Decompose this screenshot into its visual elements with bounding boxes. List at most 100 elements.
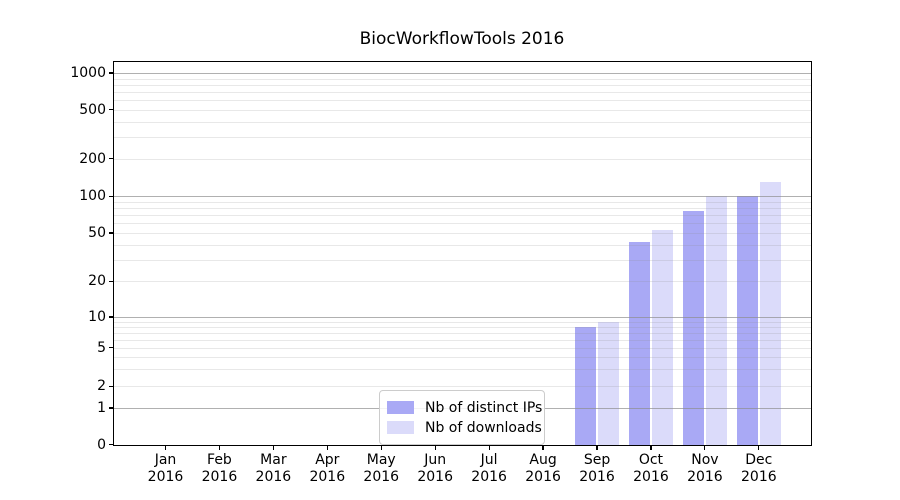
bar-downloads-dec (759, 182, 781, 445)
gridline-minor (113, 232, 811, 234)
y-tick-label: 20 (88, 273, 106, 290)
gridline-minor (113, 259, 811, 261)
y-tick-label: 200 (79, 150, 106, 167)
y-tick-mark (109, 347, 113, 349)
y-tick-label: 5 (97, 339, 106, 356)
x-tick-mark (596, 445, 598, 450)
x-tick-year: 2016 (147, 469, 184, 486)
x-tick-mark (704, 445, 706, 450)
y-tick-label: 0 (97, 436, 106, 453)
y-tick-label: 1000 (70, 65, 106, 81)
x-tick-mark (488, 445, 490, 450)
x-tick-month: Nov (691, 451, 719, 468)
x-tick-label: Apr 2016 (295, 452, 359, 487)
x-tick-year: 2016 (633, 469, 669, 486)
y-tick-mark (109, 280, 113, 282)
y-tick-mark (109, 158, 113, 160)
x-tick-year: 2016 (255, 469, 292, 486)
gridline-minor (113, 369, 811, 371)
gridline-minor (113, 158, 811, 160)
x-tick-month: Mar (260, 451, 287, 468)
x-tick-year: 2016 (687, 469, 723, 486)
y-tick-mark (109, 444, 113, 446)
x-tick-month: Dec (745, 451, 773, 468)
x-tick-label: Nov 2016 (673, 452, 737, 487)
bar-downloads-sep (598, 321, 620, 445)
y-tick-mark (109, 407, 113, 409)
x-tick-label: Jul 2016 (457, 452, 521, 487)
gridline-minor (113, 84, 811, 86)
y-tick-mark (109, 109, 113, 111)
y-tick-label: 1 (97, 400, 106, 416)
plot-area (113, 62, 811, 445)
x-tick-year: 2016 (363, 469, 400, 486)
x-tick-month: May (366, 451, 396, 468)
legend-item: Nb of distinct IPs (387, 398, 542, 417)
x-tick-month: Sep (583, 451, 611, 468)
gridline-minor (113, 121, 811, 123)
gridline-minor (113, 357, 811, 359)
x-tick-label: Sep 2016 (565, 452, 629, 487)
x-tick-month: Jun (424, 451, 447, 468)
y-tick-mark (109, 385, 113, 387)
gridline-major (113, 196, 811, 198)
x-tick-label: Jan 2016 (134, 452, 198, 487)
y-tick-label: 500 (79, 101, 106, 118)
gridline-major (113, 72, 811, 74)
gridline-minor (113, 91, 811, 93)
legend-swatch-downloads (387, 421, 414, 434)
gridline-major (113, 316, 811, 318)
gridline-minor (113, 281, 811, 283)
x-tick-year: 2016 (309, 469, 346, 486)
x-tick-mark (650, 445, 652, 450)
gridline-minor (113, 332, 811, 334)
y-tick-mark (109, 232, 113, 234)
x-tick-label: Mar 2016 (241, 452, 305, 487)
x-tick-month: Aug (529, 451, 557, 468)
legend-label: Nb of downloads (425, 419, 542, 436)
x-tick-mark (542, 445, 544, 450)
gridline-minor (113, 109, 811, 111)
legend-item: Nb of downloads (387, 418, 542, 437)
bar-downloads-nov (705, 196, 727, 445)
gridline-minor (113, 244, 811, 246)
gridline-minor (113, 137, 811, 138)
x-tick-month: Jan (154, 451, 177, 468)
bar-distinct-ips-oct (628, 242, 650, 445)
x-tick-year: 2016 (741, 469, 777, 486)
x-tick-year: 2016 (201, 469, 238, 486)
x-tick-mark (380, 445, 382, 450)
gridline-minor (113, 100, 811, 102)
x-tick-month: Feb (207, 451, 232, 468)
gridline-minor (113, 215, 811, 217)
x-tick-label: Feb 2016 (187, 452, 251, 487)
x-tick-mark (218, 445, 221, 450)
x-tick-month: Apr (315, 451, 340, 468)
y-tick-label: 2 (97, 378, 106, 395)
x-tick-mark (758, 445, 760, 450)
x-tick-label: Dec 2016 (727, 452, 791, 487)
y-tick-mark (109, 195, 113, 197)
chart-title: BiocWorkflowTools 2016 (359, 29, 565, 49)
legend-label: Nb of distinct IPs (425, 399, 543, 416)
x-tick-year: 2016 (417, 469, 453, 486)
x-tick-month: Oct (638, 451, 664, 468)
bar-distinct-ips-nov (682, 210, 704, 445)
x-tick-label: Aug 2016 (511, 452, 575, 487)
x-tick-mark (326, 445, 328, 450)
x-tick-mark (164, 445, 167, 450)
x-tick-year: 2016 (525, 469, 561, 486)
legend-swatch-distinct-ips (387, 401, 414, 414)
x-tick-month: Jul (480, 451, 498, 468)
x-tick-mark (272, 445, 274, 450)
gridline-minor (113, 201, 811, 203)
gridline-minor (113, 208, 811, 210)
gridline-minor (113, 339, 811, 341)
bar-distinct-ips-sep (575, 326, 597, 445)
x-tick-mark (434, 445, 436, 450)
x-tick-year: 2016 (471, 469, 507, 486)
y-tick-mark (109, 316, 113, 318)
gridline-minor (113, 321, 811, 323)
x-tick-year: 2016 (579, 469, 615, 486)
